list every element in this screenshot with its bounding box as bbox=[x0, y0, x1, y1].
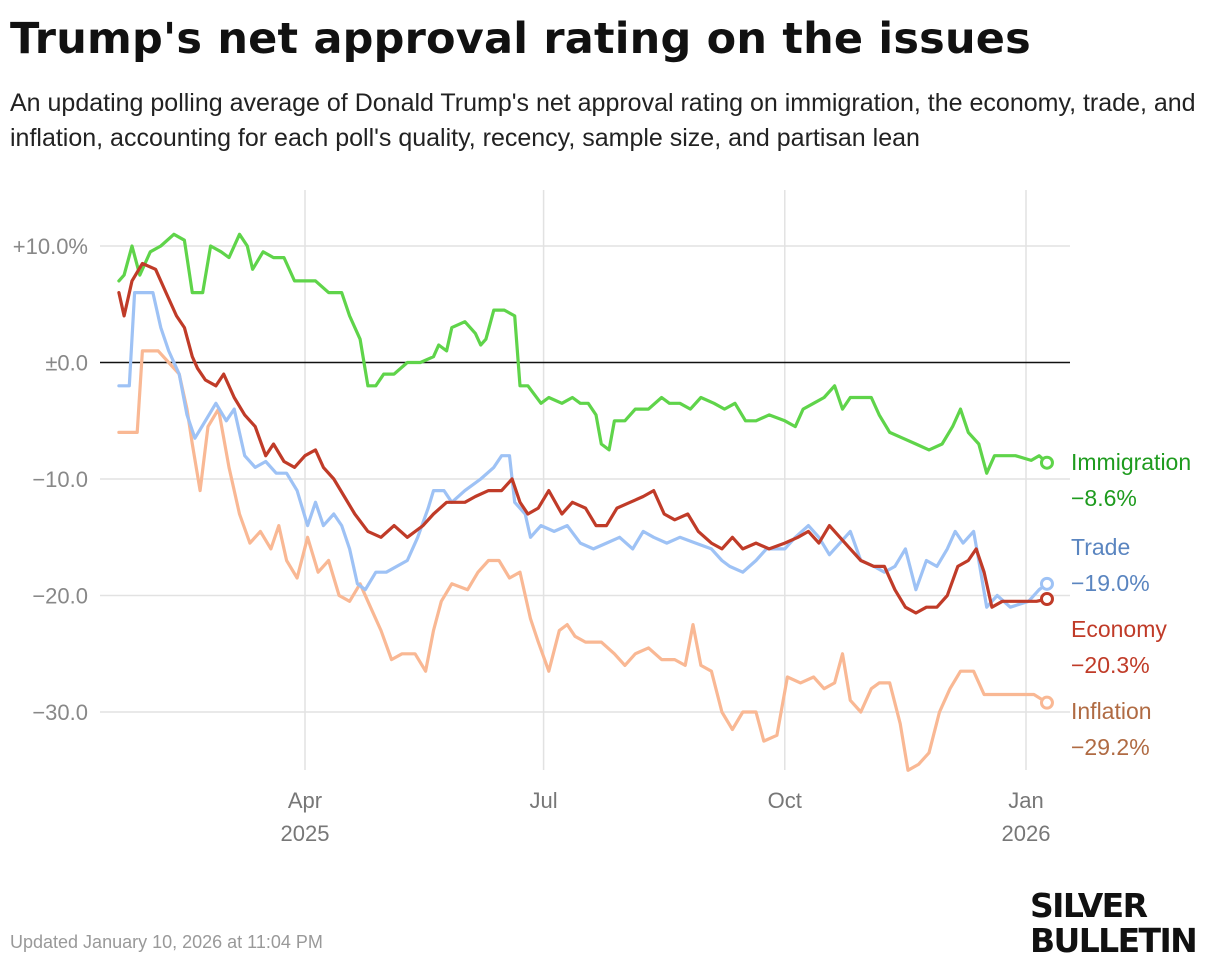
x-tick-label: Apr bbox=[288, 788, 322, 813]
series-name-label: Immigration bbox=[1071, 449, 1191, 475]
logo-line-1: SILVER bbox=[1030, 888, 1148, 925]
y-tick-label: ±0.0 bbox=[45, 351, 88, 376]
end-label-layer: Immigration −8.6% Trade −19.0% Economy −20.3%… bbox=[1071, 449, 1191, 760]
series-end-marker-inflation bbox=[1039, 695, 1054, 710]
x-tick-label: Oct bbox=[768, 788, 802, 813]
y-tick-label: −10.0 bbox=[32, 467, 88, 492]
grid-layer bbox=[100, 190, 1070, 770]
series-value-label: −8.6% bbox=[1071, 485, 1137, 511]
series-end-marker-economy bbox=[1039, 591, 1054, 606]
series-end-marker-immigration bbox=[1039, 455, 1054, 470]
chart-subtitle: An updating polling average of Donald Tr… bbox=[10, 89, 1196, 152]
series-line-immigration bbox=[117, 232, 1049, 475]
silver-bulletin-logo: SILVER BULLETIN bbox=[1030, 888, 1220, 958]
line-chart: Apr 2025 Jul Oct Jan 2026 +10.0% ±0.0 −10.0 −20.0… bbox=[13, 190, 1191, 846]
y-tick-label: +10.0% bbox=[13, 234, 88, 259]
x-tick-year-label: 2025 bbox=[281, 821, 330, 846]
series-name-label: Economy bbox=[1071, 616, 1167, 642]
series-layer bbox=[117, 232, 1054, 772]
x-tick-label: Jul bbox=[530, 788, 558, 813]
x-tick-label: Jan bbox=[1008, 788, 1043, 813]
series-value-label: −29.2% bbox=[1071, 734, 1150, 760]
series-end-marker-trade bbox=[1039, 576, 1054, 591]
series-value-label: −19.0% bbox=[1071, 570, 1150, 596]
x-tick-year-label: 2026 bbox=[1002, 821, 1051, 846]
series-name-label: Inflation bbox=[1071, 698, 1152, 724]
chart-title: Trump's net approval rating on the issue… bbox=[10, 14, 1031, 64]
series-value-label: −20.3% bbox=[1071, 652, 1150, 678]
y-tick-label: −20.0 bbox=[32, 584, 88, 609]
update-timestamp: Updated January 10, 2026 at 11:04 PM bbox=[10, 932, 323, 952]
series-line-inflation bbox=[117, 349, 1049, 772]
y-tick-label: −30.0 bbox=[32, 700, 88, 725]
series-line-trade bbox=[117, 291, 1049, 609]
tick-layer: Apr 2025 Jul Oct Jan 2026 +10.0% ±0.0 −10.0 −20.0… bbox=[13, 234, 1070, 846]
series-name-label: Trade bbox=[1071, 534, 1130, 560]
series-line-economy bbox=[117, 261, 1049, 615]
logo-line-2: BULLETIN bbox=[1030, 921, 1198, 958]
